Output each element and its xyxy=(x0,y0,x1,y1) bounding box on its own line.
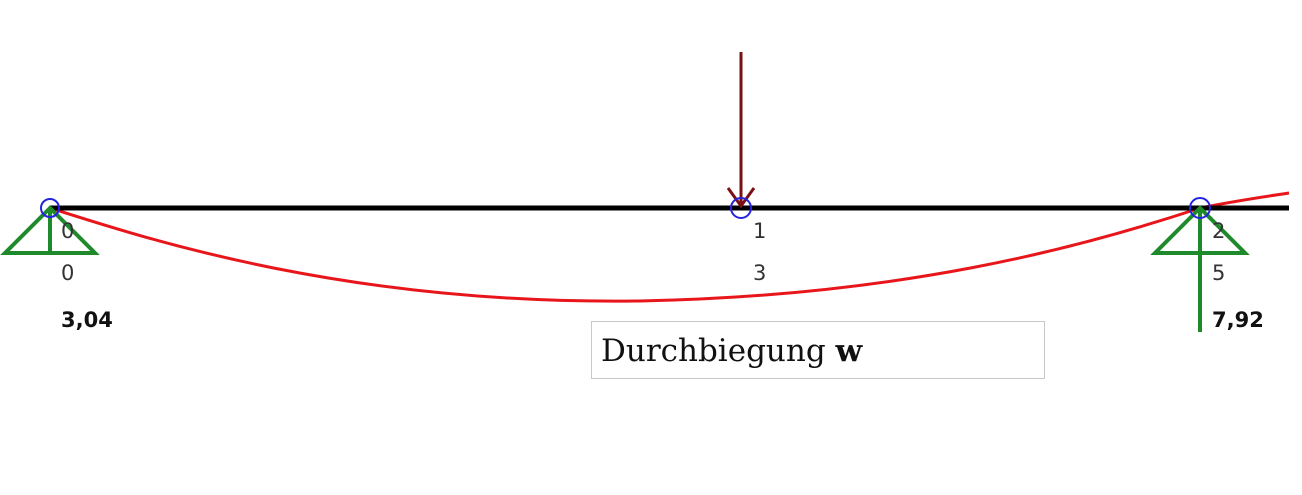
caption-symbol: w xyxy=(835,333,863,369)
node-1-marker xyxy=(730,197,752,219)
caption-text: Durchbiegung xyxy=(601,333,836,369)
node-0-marker xyxy=(40,198,60,218)
left-support-icon xyxy=(0,205,100,255)
node-0-label: 0 xyxy=(61,219,74,243)
right-support-icon xyxy=(1150,205,1250,332)
node-0-position: 0 xyxy=(61,261,74,285)
node-2-marker xyxy=(1189,197,1211,219)
left-reaction-value: 3,04 xyxy=(61,308,113,332)
point-load-arrow-icon xyxy=(726,52,756,209)
node-2-position: 5 xyxy=(1212,261,1225,285)
node-2-label: 2 xyxy=(1212,219,1225,243)
caption-box: Durchbiegung w xyxy=(591,321,1045,379)
right-reaction-value: 7,92 xyxy=(1212,308,1264,332)
node-1-label: 1 xyxy=(753,219,766,243)
node-1-position: 3 xyxy=(753,261,766,285)
